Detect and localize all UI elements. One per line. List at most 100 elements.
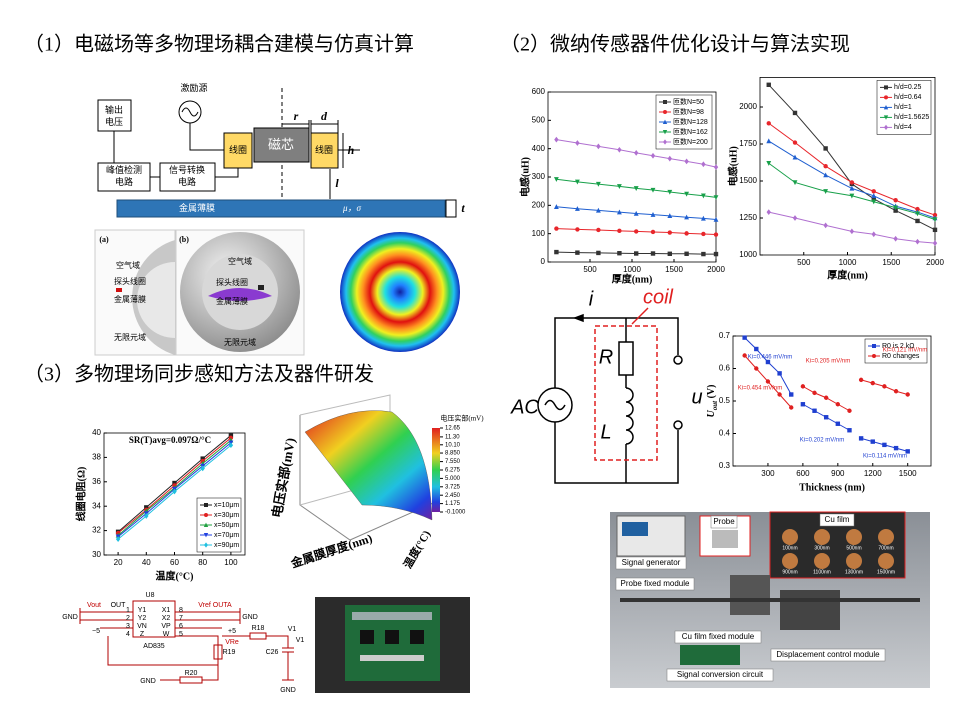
- label: coil: [643, 286, 674, 308]
- data-point: [766, 138, 772, 144]
- data-point: [893, 205, 899, 211]
- data-point: [893, 235, 898, 242]
- y-tick-label: 2000: [739, 102, 757, 111]
- y-axis-label: 电感(uH): [726, 146, 739, 186]
- label: GND: [280, 687, 296, 694]
- x-tick-label: 2000: [707, 265, 725, 274]
- data-point: [228, 442, 234, 449]
- data-point: [754, 346, 759, 352]
- data-point: [633, 210, 639, 216]
- data-point: [835, 402, 841, 407]
- label: C26: [266, 649, 279, 656]
- data-point: [823, 146, 828, 151]
- heading: （2）微纳传感器件优化设计与算法实现: [500, 33, 850, 56]
- legend-marker: [204, 542, 208, 548]
- legend-marker: [883, 105, 889, 110]
- label: Displacement control module: [776, 650, 880, 659]
- series-line: [768, 162, 936, 220]
- colorbar-tick-label: 7.550: [445, 459, 461, 465]
- data-point: [915, 218, 920, 224]
- y-tick-label: 1750: [739, 139, 757, 148]
- label: 1300nm: [845, 569, 863, 575]
- data-point: [849, 180, 855, 185]
- cu-film-sample: [846, 553, 862, 569]
- colorbar-tick-label: 5.000: [445, 476, 461, 482]
- x-tick-label: 1200: [864, 469, 882, 478]
- data-point: [700, 215, 706, 221]
- label: 6: [179, 623, 183, 630]
- label: 金属薄膜: [114, 294, 146, 304]
- data-point: [893, 208, 898, 213]
- chart-title: SR(T)avg=0.097Ω/°C: [129, 435, 211, 445]
- data-point: [849, 228, 855, 235]
- label: 1100nm: [813, 569, 831, 575]
- data-point: [713, 195, 719, 201]
- data-point: [800, 402, 806, 407]
- data-point: [847, 428, 852, 433]
- y-tick-label: 0: [541, 257, 546, 266]
- data-point: [617, 146, 622, 153]
- x-tick-label: 600: [796, 469, 810, 478]
- data-point: [684, 231, 689, 236]
- data-point: [812, 390, 817, 396]
- data-point: [616, 184, 622, 189]
- legend-marker: [884, 95, 888, 100]
- y-tick-label: 0.6: [719, 364, 731, 373]
- legend-marker: [662, 119, 668, 124]
- data-point: [200, 465, 205, 472]
- data-point: [115, 536, 121, 542]
- label: (b): [179, 235, 189, 244]
- label: Signal conversion circuit: [677, 670, 764, 679]
- label: VN: [137, 623, 147, 630]
- label: 空气域: [228, 256, 252, 266]
- colorbar-tick-label: 10.10: [445, 442, 461, 448]
- data-point: [650, 187, 656, 193]
- legend-marker: [663, 100, 667, 104]
- data-point: [596, 143, 601, 150]
- data-point: [858, 377, 864, 383]
- chart: 30 32 34 36 38 40 20 40 60 80 100 温度(°C) 线圈电阻(Ω) SR(T…: [74, 428, 246, 582]
- annotation: Ki=0.121 mV/nm: [883, 348, 928, 354]
- label: 1: [126, 607, 130, 614]
- cu-film-sample: [814, 529, 830, 545]
- y-tick-label: 300: [532, 172, 546, 181]
- label: 电路: [115, 176, 133, 187]
- data-point: [574, 206, 580, 211]
- label: VRe: [225, 639, 239, 646]
- data-point: [823, 395, 829, 400]
- label: d: [321, 109, 328, 123]
- data-point: [893, 389, 899, 394]
- data-point: [574, 179, 580, 185]
- x-tick-label: 1500: [899, 469, 917, 478]
- label: 7: [179, 615, 183, 622]
- colorbar-tick-label: 1.175: [445, 501, 461, 507]
- data-point: [713, 232, 719, 237]
- y-axis-label-part: (V): [706, 385, 717, 401]
- legend-marker: [884, 85, 888, 90]
- data-point: [823, 415, 829, 420]
- data-point: [915, 211, 920, 217]
- schematic: [79, 600, 294, 684]
- data-point: [713, 216, 719, 222]
- data-point: [800, 384, 806, 389]
- label: Probe: [713, 517, 735, 526]
- y-tick-label: 100: [532, 229, 546, 238]
- label: Y1: [138, 607, 147, 614]
- y-tick-label: 36: [92, 477, 101, 486]
- label-box: [615, 556, 687, 570]
- y-axis-label-part: out: [711, 400, 719, 410]
- label: AD835: [143, 643, 165, 650]
- data-point: [554, 226, 559, 231]
- series-line: [556, 228, 717, 236]
- annotation: Ki=0.446 mV/nm: [748, 355, 793, 361]
- data-point: [754, 366, 759, 371]
- data-point: [766, 161, 772, 166]
- y-axis-label: Uout (V): [706, 385, 718, 418]
- heading: （3）多物理场同步感知方法及器件研发: [24, 363, 374, 386]
- y-tick-label: 1500: [739, 176, 757, 185]
- data-point: [871, 196, 876, 201]
- data-point: [742, 353, 747, 358]
- data-point: [617, 251, 622, 256]
- data-point: [932, 212, 938, 218]
